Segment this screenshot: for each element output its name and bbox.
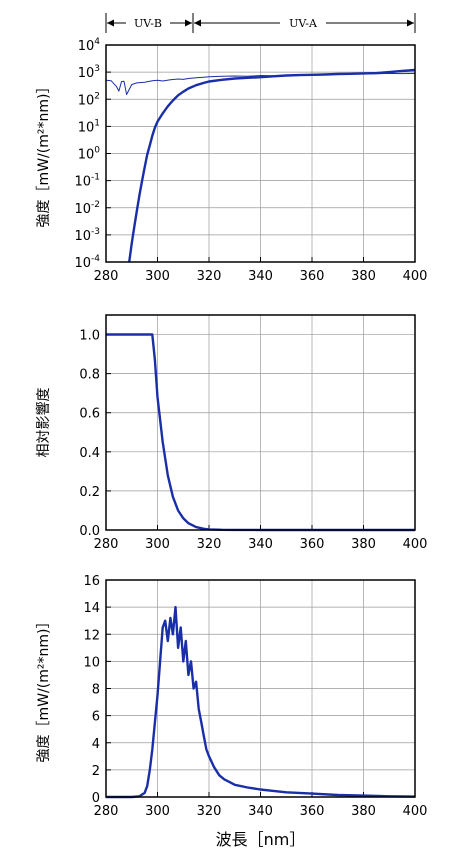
x-tick-label: 360 (300, 269, 325, 284)
x-axis-label: 波長［nm］ (216, 830, 306, 849)
y-tick-label: 0.8 (79, 368, 100, 383)
y-tick-label: 100 (78, 146, 101, 163)
y-tick-label: 10-3 (74, 227, 100, 244)
y-tick-label: 0.6 (79, 407, 100, 422)
uvb-label-bg (126, 16, 170, 30)
series-line (106, 605, 416, 799)
x-tick-label: 400 (403, 537, 428, 552)
x-tick-label: 380 (351, 537, 376, 552)
x-tick-label: 320 (197, 269, 222, 284)
y-tick-label: 8 (92, 683, 100, 698)
y-tick-label: 10-2 (74, 200, 100, 217)
x-tick-label: 300 (145, 537, 170, 552)
plot-frame (105, 44, 416, 263)
y-tick-label: 4 (92, 737, 100, 752)
y-tick-label: 0.2 (79, 485, 100, 500)
y-axis-label: 強度［mW/(m²*nm)］ (36, 80, 52, 228)
y-tick-label: 103 (78, 64, 100, 81)
y-tick-label: 0 (92, 791, 100, 806)
plot-frame (105, 314, 416, 531)
x-tick-label: 400 (403, 269, 428, 284)
band-label-uvb: UV-B (134, 17, 162, 30)
y-tick-label: 12 (83, 628, 100, 643)
y-tick-label: 1.0 (79, 329, 100, 344)
uva-label-bg (280, 16, 326, 30)
y-axis-label: 強度［mW/(m²*nm)］ (36, 615, 52, 763)
uva-arrow-right-head (407, 19, 414, 27)
y-tick-label: 0.0 (79, 524, 100, 539)
y-axis-label: 相対影響度 (35, 388, 52, 458)
y-tick-label: 10 (83, 655, 100, 670)
y-tick-label: 16 (83, 574, 100, 589)
band-label-uva: UV-A (289, 17, 318, 30)
y-tick-label: 102 (78, 91, 100, 108)
series-line-thick (128, 68, 416, 263)
x-tick-label: 380 (351, 804, 376, 819)
x-tick-label: 340 (248, 804, 273, 819)
band-annotations: UV-B UV-A (105, 13, 416, 33)
x-tick-label: 300 (145, 804, 170, 819)
y-tick-label: 2 (92, 764, 100, 779)
y-tick-label: 6 (92, 710, 100, 725)
x-tick-label: 340 (248, 537, 273, 552)
panel-weighted-intensity: 280 300 320 340 360 380 400 16 14 12 10 8 6 4 2 0 強度［mW/… (36, 574, 427, 849)
uva-arrow-left-head (194, 19, 201, 27)
uvb-arrow-right-head (185, 19, 192, 27)
y-tick-label: 10-1 (74, 173, 100, 190)
uvb-arrow-left-head (107, 19, 114, 27)
y-tick-label: 101 (78, 118, 100, 135)
y-tick-label: 104 (78, 37, 101, 54)
x-tick-label: 340 (248, 269, 273, 284)
x-tick-label: 360 (300, 537, 325, 552)
x-tick-label: 280 (94, 269, 119, 284)
y-tick-label: 0.4 (79, 446, 100, 461)
y-tick-label: 14 (83, 601, 100, 616)
x-tick-label: 400 (403, 804, 428, 819)
x-tick-label: 360 (300, 804, 325, 819)
y-tick-label: 10-4 (74, 254, 100, 271)
plot-frame (105, 579, 416, 798)
x-tick-label: 320 (197, 804, 222, 819)
x-tick-label: 300 (145, 269, 170, 284)
x-tick-label: 280 (94, 804, 119, 819)
x-tick-label: 320 (197, 537, 222, 552)
panel-solar-spectrum: 280 300 320 340 360 380 400 104 103 102 101 100 10-1… (36, 37, 427, 284)
panel-relative-effect: 280 300 320 340 360 380 400 1.0 0.8 0.6 0.4 0.2 0.0 相… (35, 314, 428, 552)
x-tick-label: 380 (351, 269, 376, 284)
x-tick-label: 280 (94, 537, 119, 552)
